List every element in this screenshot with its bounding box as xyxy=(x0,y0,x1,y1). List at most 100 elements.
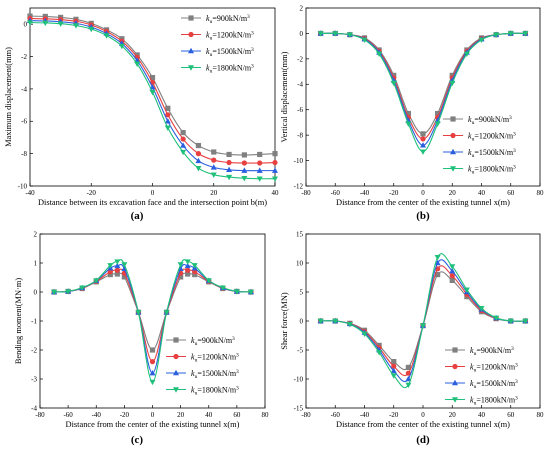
x-axis-label: Distance between its excavation face and… xyxy=(38,198,267,207)
x-tick-label: 20 xyxy=(210,189,218,197)
data-point xyxy=(51,289,58,296)
data-point xyxy=(180,130,186,136)
data-point xyxy=(390,80,397,87)
data-point xyxy=(180,149,187,156)
legend: ku=900kN/m3 ku=1200kN/m3 ku=1500kN/m3 ku=18… xyxy=(166,336,239,397)
y-axis-label: Bending moment(MN·m) xyxy=(14,278,23,365)
data-point xyxy=(346,32,353,38)
x-tick-label: -20 xyxy=(120,411,130,419)
legend-marker xyxy=(450,132,456,139)
series-line-1 xyxy=(318,30,528,142)
legend-marker xyxy=(188,65,194,71)
legend-entry: ku=1200kN/m3 xyxy=(468,132,516,143)
data-point xyxy=(184,262,191,269)
data-point xyxy=(149,74,156,81)
legend-entry: ku=1500kN/m3 xyxy=(468,148,516,159)
data-point xyxy=(346,321,353,328)
legend-marker xyxy=(188,31,194,38)
x-tick-label: 60 xyxy=(507,189,515,197)
data-point xyxy=(107,272,113,278)
data-point xyxy=(434,259,441,266)
data-point xyxy=(195,166,202,172)
data-point xyxy=(332,318,339,325)
data-point xyxy=(226,174,233,181)
data-point xyxy=(226,159,232,166)
data-point xyxy=(241,160,247,166)
x-tick-label: -40 xyxy=(92,411,102,419)
data-point xyxy=(434,121,441,127)
x-axis-label: Distance from the center of the existing… xyxy=(336,420,510,429)
legend-entry: ku=900kN/m3 xyxy=(191,336,235,347)
y-tick-label: 15 xyxy=(296,230,304,238)
data-point xyxy=(226,166,233,173)
y-tick-label: -6 xyxy=(21,118,27,126)
x-tick-label: -20 xyxy=(87,189,97,197)
data-point xyxy=(376,350,383,356)
data-point xyxy=(317,31,324,37)
x-tick-label: 40 xyxy=(478,411,486,419)
y-tick-label: 2 xyxy=(34,230,38,238)
data-point xyxy=(420,323,426,329)
data-point xyxy=(449,264,456,270)
data-point xyxy=(420,131,426,137)
data-point xyxy=(107,263,114,269)
x-tick-label: 80 xyxy=(537,411,545,419)
x-tick-label: 20 xyxy=(177,411,185,419)
data-point xyxy=(42,20,49,27)
data-point xyxy=(361,331,368,337)
data-point xyxy=(185,271,191,277)
data-point xyxy=(164,125,171,131)
data-point xyxy=(135,310,142,316)
legend-entry: ku=900kN/m3 xyxy=(468,115,512,126)
data-point xyxy=(226,151,232,158)
data-point xyxy=(449,273,455,279)
data-point xyxy=(256,167,263,173)
y-tick-label: 5 xyxy=(300,288,304,296)
chart-panel-c: -80 -60 -40 -20 0 20 40 60 80 -4 -3 -2 -1 0 1 2 Distance… xyxy=(14,230,269,446)
x-axis-label: Distance from the center of the existing… xyxy=(336,198,510,207)
data-point xyxy=(177,262,184,268)
x-tick-label: -80 xyxy=(301,189,311,197)
legend-marker xyxy=(452,363,458,370)
data-point xyxy=(317,318,324,325)
data-point xyxy=(435,272,441,278)
x-tick-label: 0 xyxy=(151,411,155,419)
data-point xyxy=(241,152,247,158)
data-point xyxy=(195,151,202,157)
y-tick-label: -2 xyxy=(21,53,27,61)
chart-panel-d: -80 -60 -40 -20 0 20 40 60 80 -15 -10 -5 0 5 10 15 Dista… xyxy=(280,230,544,446)
data-point xyxy=(191,263,198,269)
data-point xyxy=(361,37,368,43)
data-point xyxy=(114,262,121,269)
y-tick-label: 10 xyxy=(296,259,304,267)
y-tick-label: 1 xyxy=(34,259,38,267)
data-point xyxy=(164,118,171,124)
y-tick-label: -4 xyxy=(297,81,303,89)
legend-marker xyxy=(450,116,456,122)
y-tick-label: -1 xyxy=(31,317,37,325)
y-tick-label: -12 xyxy=(294,182,304,190)
y-tick-label: 0 xyxy=(300,317,304,325)
y-tick-label: -6 xyxy=(297,106,303,114)
legend-entry: ku=1500kN/m3 xyxy=(191,369,239,380)
y-tick-label: -3 xyxy=(31,375,37,383)
data-point xyxy=(114,267,120,273)
data-point xyxy=(118,43,125,50)
y-tick-label: -10 xyxy=(294,157,304,165)
legend-marker xyxy=(188,47,194,54)
data-point xyxy=(149,370,156,376)
x-tick-label: -20 xyxy=(389,411,399,419)
data-point xyxy=(149,359,156,365)
x-tick-label: 80 xyxy=(262,411,270,419)
data-point xyxy=(493,315,500,322)
data-point xyxy=(405,364,411,370)
legend-entry: ku=900kN/m3 xyxy=(470,346,514,357)
legend-marker xyxy=(452,347,458,353)
data-point xyxy=(420,149,426,155)
data-point xyxy=(522,318,529,325)
series-line-3 xyxy=(317,253,529,389)
data-point xyxy=(420,142,426,148)
data-point xyxy=(390,373,397,379)
legend-marker xyxy=(450,166,456,172)
data-point xyxy=(256,176,263,182)
